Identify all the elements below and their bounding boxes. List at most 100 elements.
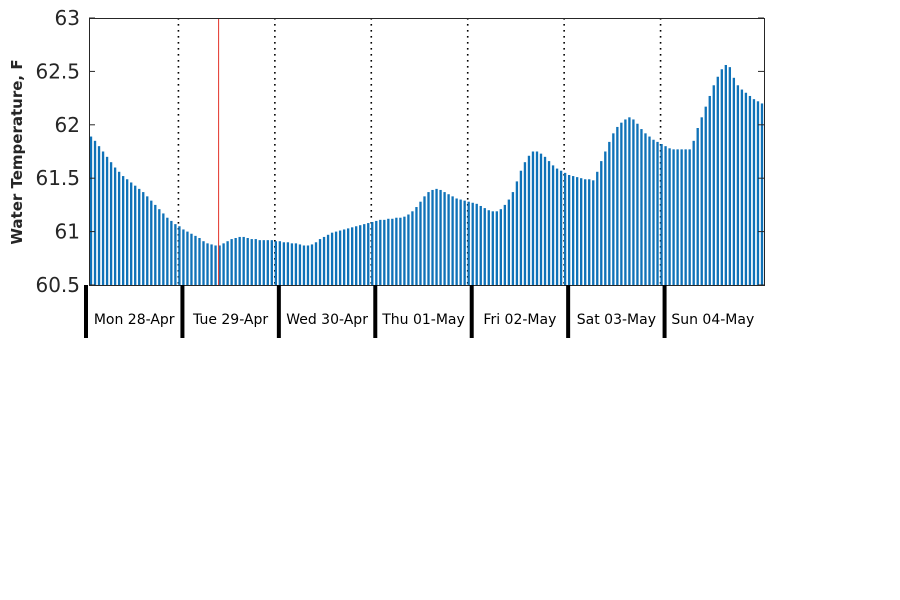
temperature-bar <box>644 133 647 285</box>
temperature-bar <box>419 201 422 285</box>
temperature-bar <box>342 229 346 285</box>
temperature-bar <box>684 149 687 285</box>
temperature-bar <box>620 122 623 285</box>
temperature-bar <box>242 236 245 285</box>
temperature-bar <box>636 123 639 285</box>
temperature-bar <box>427 192 430 285</box>
temperature-bar <box>359 225 362 285</box>
temperature-bar <box>495 211 498 285</box>
day-label: Fri 02-May <box>483 312 556 328</box>
temperature-bar <box>604 151 607 285</box>
temperature-bar <box>97 146 101 285</box>
temperature-bar <box>230 239 233 285</box>
temperature-bar <box>652 139 655 285</box>
temperature-bar <box>338 230 342 285</box>
temperature-bar <box>608 141 611 285</box>
temperature-bar <box>483 208 486 285</box>
temperature-bar <box>210 244 213 285</box>
temperature-bar <box>158 209 161 285</box>
temperature-bar <box>596 171 599 285</box>
temperature-bar <box>584 179 587 285</box>
temperature-bar <box>371 221 374 285</box>
temperature-bar <box>696 128 699 285</box>
y-tick-label: 60.5 <box>35 273 80 297</box>
temperature-bar <box>580 178 583 285</box>
temperature-bar <box>403 216 406 285</box>
temperature-bar <box>194 235 197 285</box>
temperature-bar <box>519 170 523 285</box>
temperature-bar <box>588 179 591 285</box>
temperature-bar <box>555 168 559 285</box>
temperature-bar <box>274 241 277 285</box>
temperature-bar <box>314 242 318 285</box>
temperature-bar <box>254 239 257 285</box>
y-axis-ticks: 60.5 61 61.5 62 62.5 63 <box>35 6 764 297</box>
day-label: Wed 30-Apr <box>286 312 368 328</box>
temperature-bar <box>134 185 137 285</box>
temperature-bar <box>266 240 269 285</box>
temperature-bar <box>744 92 748 285</box>
temperature-bar <box>93 140 97 285</box>
temperature-bar <box>660 144 663 285</box>
temperature-bar <box>708 95 711 286</box>
temperature-bar <box>700 117 703 285</box>
temperature-bar <box>310 244 314 285</box>
temperature-bar <box>760 103 764 285</box>
temperature-bar <box>479 205 482 285</box>
temperature-bar <box>539 153 543 285</box>
temperature-bar <box>435 188 438 285</box>
temperature-bar <box>563 172 567 285</box>
temperature-bar <box>178 226 181 285</box>
day-label: Sun 04-May <box>671 312 754 328</box>
temperature-bar <box>367 223 370 285</box>
temperature-bar <box>121 176 125 285</box>
temperature-bar <box>616 126 619 285</box>
temperature-bar <box>672 149 675 285</box>
temperature-bar <box>109 162 113 285</box>
temperature-bar <box>724 64 727 286</box>
temperature-bar <box>459 199 462 285</box>
temperature-bar <box>451 196 454 285</box>
temperature-bar <box>720 69 723 285</box>
temperature-bar <box>688 149 691 285</box>
temperature-bar <box>680 149 683 285</box>
temperature-bar <box>531 151 535 285</box>
temperature-bar <box>391 218 394 285</box>
y-tick-label: 62 <box>55 113 80 137</box>
temperature-bar <box>294 243 298 285</box>
temperature-bar <box>511 192 515 285</box>
temperature-bar <box>732 77 736 285</box>
temperature-bar <box>101 151 105 285</box>
temperature-bar <box>507 199 511 285</box>
temperature-bar <box>170 220 173 285</box>
temperature-bar <box>752 99 756 285</box>
temperature-bar <box>487 210 490 285</box>
temperature-bar <box>407 214 410 285</box>
temperature-bar <box>443 192 446 285</box>
temperature-bar <box>258 240 261 285</box>
temperature-bar <box>130 182 133 285</box>
temperature-bar <box>612 133 615 285</box>
temperature-bar <box>712 85 715 285</box>
temperature-bar <box>664 146 667 285</box>
temperature-bar <box>351 227 354 285</box>
temperature-bar <box>648 136 651 285</box>
temperature-bar <box>395 217 398 285</box>
temperature-bar <box>439 189 442 285</box>
y-tick-label: 63 <box>55 6 80 30</box>
day-label: Thu 01-May <box>381 312 465 328</box>
temperature-bar <box>226 241 229 285</box>
temperature-bar <box>559 170 563 285</box>
temperature-bar <box>740 89 744 285</box>
temperature-bar <box>628 117 631 285</box>
temperature-bar <box>423 196 426 285</box>
temperature-bar <box>206 243 209 285</box>
temperature-bar <box>716 76 719 286</box>
temperature-bar <box>222 243 225 285</box>
temperature-bars <box>89 64 764 286</box>
temperature-bar <box>704 106 707 285</box>
temperature-bar <box>113 167 117 285</box>
temperature-bar <box>640 129 643 285</box>
temperature-bar <box>138 188 141 285</box>
